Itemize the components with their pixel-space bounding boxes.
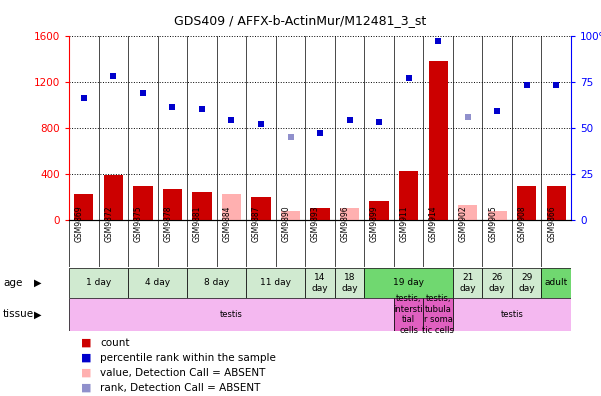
Text: GDS409 / AFFX-b-ActinMur/M12481_3_st: GDS409 / AFFX-b-ActinMur/M12481_3_st bbox=[174, 14, 427, 27]
Text: GSM9896: GSM9896 bbox=[341, 205, 350, 242]
Bar bbox=[429, 61, 448, 220]
Text: adult: adult bbox=[545, 278, 568, 287]
Bar bbox=[69, 298, 394, 331]
Bar bbox=[222, 194, 241, 220]
Text: rank, Detection Call = ABSENT: rank, Detection Call = ABSENT bbox=[100, 383, 261, 393]
Text: age: age bbox=[3, 278, 22, 288]
Text: 1 day: 1 day bbox=[86, 278, 111, 287]
Bar bbox=[370, 201, 389, 220]
Bar bbox=[163, 189, 182, 220]
Text: GSM9866: GSM9866 bbox=[547, 205, 556, 242]
Bar bbox=[335, 268, 364, 298]
Text: 8 day: 8 day bbox=[204, 278, 230, 287]
Bar bbox=[69, 268, 128, 298]
Text: 18
day: 18 day bbox=[341, 273, 358, 293]
Text: GSM9872: GSM9872 bbox=[105, 206, 114, 242]
Bar bbox=[483, 268, 512, 298]
Bar bbox=[340, 208, 359, 220]
Text: GSM9893: GSM9893 bbox=[311, 205, 320, 242]
Text: GSM9890: GSM9890 bbox=[281, 205, 290, 242]
Bar bbox=[394, 298, 423, 331]
Text: percentile rank within the sample: percentile rank within the sample bbox=[100, 352, 276, 363]
Text: 11 day: 11 day bbox=[260, 278, 291, 287]
Bar bbox=[423, 298, 453, 331]
Bar bbox=[458, 205, 477, 220]
Text: value, Detection Call = ABSENT: value, Detection Call = ABSENT bbox=[100, 367, 266, 378]
Bar bbox=[251, 197, 270, 220]
Bar bbox=[187, 268, 246, 298]
Bar bbox=[192, 192, 212, 220]
Text: ■: ■ bbox=[81, 352, 91, 363]
Text: testis,
intersti
tial
cells: testis, intersti tial cells bbox=[394, 294, 424, 335]
Text: 4 day: 4 day bbox=[145, 278, 170, 287]
Text: GSM9881: GSM9881 bbox=[193, 206, 202, 242]
Text: ■: ■ bbox=[81, 367, 91, 378]
Text: count: count bbox=[100, 337, 130, 348]
Text: GSM9914: GSM9914 bbox=[429, 205, 438, 242]
Bar bbox=[75, 194, 94, 220]
Bar bbox=[104, 175, 123, 220]
Bar bbox=[512, 268, 542, 298]
Text: ▶: ▶ bbox=[34, 309, 41, 320]
Text: GSM9902: GSM9902 bbox=[459, 205, 468, 242]
Bar bbox=[453, 298, 571, 331]
Bar bbox=[542, 268, 571, 298]
Text: 29
day: 29 day bbox=[518, 273, 535, 293]
Text: testis: testis bbox=[501, 310, 523, 319]
Bar bbox=[305, 268, 335, 298]
Bar bbox=[311, 208, 329, 220]
Text: GSM9899: GSM9899 bbox=[370, 205, 379, 242]
Bar bbox=[128, 268, 187, 298]
Text: GSM9905: GSM9905 bbox=[488, 205, 497, 242]
Text: GSM9908: GSM9908 bbox=[517, 205, 526, 242]
Text: GSM9869: GSM9869 bbox=[75, 205, 84, 242]
Text: ▶: ▶ bbox=[34, 278, 41, 288]
Text: GSM9884: GSM9884 bbox=[222, 206, 231, 242]
Text: testis,
tubula
r soma
tic cells: testis, tubula r soma tic cells bbox=[422, 294, 454, 335]
Bar bbox=[399, 171, 418, 220]
Text: GSM9887: GSM9887 bbox=[252, 206, 261, 242]
Text: 14
day: 14 day bbox=[312, 273, 328, 293]
Text: tissue: tissue bbox=[3, 309, 34, 320]
Text: 19 day: 19 day bbox=[393, 278, 424, 287]
Text: 21
day: 21 day bbox=[459, 273, 476, 293]
Text: 26
day: 26 day bbox=[489, 273, 505, 293]
Bar bbox=[453, 268, 483, 298]
Bar bbox=[246, 268, 305, 298]
Bar bbox=[133, 187, 153, 220]
Text: ■: ■ bbox=[81, 337, 91, 348]
Bar bbox=[517, 187, 536, 220]
Text: GSM9878: GSM9878 bbox=[163, 206, 172, 242]
Text: ■: ■ bbox=[81, 383, 91, 393]
Text: GSM9875: GSM9875 bbox=[134, 205, 143, 242]
Bar bbox=[487, 211, 507, 220]
Bar bbox=[281, 211, 300, 220]
Bar bbox=[364, 268, 453, 298]
Bar bbox=[546, 187, 566, 220]
Text: GSM9911: GSM9911 bbox=[400, 206, 409, 242]
Text: testis: testis bbox=[220, 310, 243, 319]
